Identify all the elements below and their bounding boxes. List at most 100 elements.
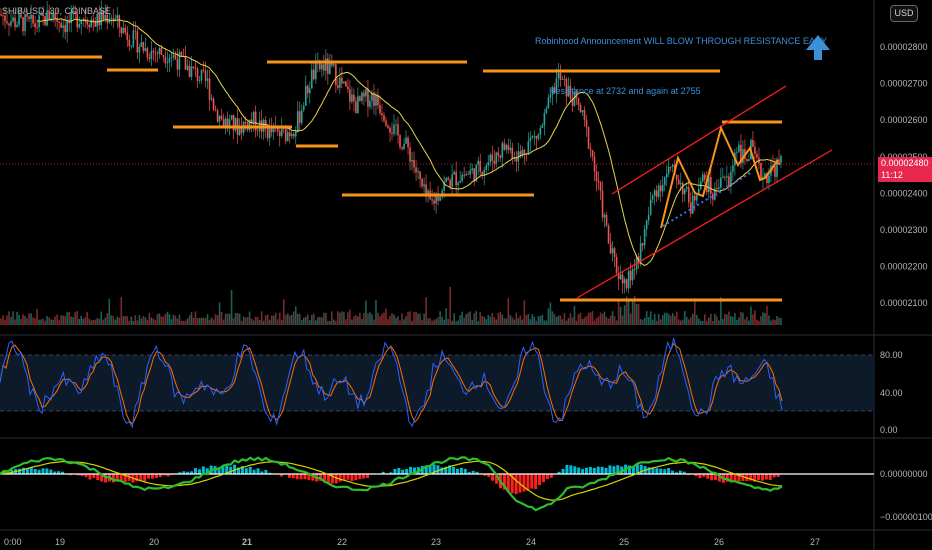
macd-hist-bar bbox=[448, 465, 452, 474]
volume-bar bbox=[232, 318, 235, 325]
candle-body bbox=[754, 146, 756, 154]
macd-hist-bar bbox=[581, 469, 585, 474]
volume-bar bbox=[6, 315, 8, 325]
candle-body bbox=[683, 188, 686, 195]
volume-bar bbox=[736, 320, 738, 325]
volume-bar bbox=[154, 319, 157, 325]
volume-bar bbox=[469, 311, 472, 325]
candle-body bbox=[499, 155, 502, 158]
macd-line bbox=[0, 456, 783, 512]
candle-body bbox=[695, 195, 698, 201]
macd-hist-bar bbox=[338, 474, 342, 482]
macd-hist-bar bbox=[362, 474, 366, 479]
macd-hist-bar bbox=[671, 470, 675, 474]
volume-bar bbox=[645, 311, 648, 325]
volume-bar bbox=[571, 317, 574, 325]
candle-body bbox=[50, 18, 52, 20]
candle-body bbox=[208, 78, 211, 100]
candle-body bbox=[170, 56, 173, 59]
volume-bar bbox=[581, 318, 584, 325]
volume-bar bbox=[373, 319, 375, 325]
volume-bar bbox=[246, 317, 249, 325]
volume-bar bbox=[292, 311, 295, 325]
candle-body bbox=[80, 19, 83, 24]
price-axis[interactable]: 0.00002800 0.00002700 0.00002600 0.00002500… bbox=[880, 42, 928, 308]
volume-bar bbox=[503, 318, 506, 325]
candle-body bbox=[549, 94, 552, 98]
candle-body bbox=[222, 118, 225, 126]
candle-body bbox=[679, 182, 682, 185]
bar-countdown: 11:12 bbox=[881, 170, 903, 180]
candle-body bbox=[533, 135, 536, 137]
candle-body bbox=[661, 184, 664, 192]
candle-body bbox=[647, 214, 650, 221]
volume-bar bbox=[453, 313, 455, 325]
volume-bar bbox=[234, 313, 237, 325]
candle-body bbox=[106, 14, 109, 23]
volume-bar bbox=[84, 317, 87, 325]
volume-bar bbox=[60, 314, 62, 325]
volume-bar bbox=[579, 312, 582, 325]
candle-body bbox=[577, 98, 580, 105]
macd-hist-bar bbox=[620, 466, 624, 474]
volume-bar bbox=[16, 311, 18, 325]
macd-hist-bar bbox=[80, 474, 84, 477]
candle-body bbox=[178, 52, 181, 70]
macd-hist-bar bbox=[678, 470, 682, 474]
channel-upper-line bbox=[611, 85, 787, 195]
candle-body bbox=[716, 188, 718, 190]
candle-body bbox=[708, 177, 710, 193]
candle-body bbox=[547, 97, 550, 109]
macd-hist-bar bbox=[452, 466, 456, 474]
candle-body bbox=[621, 274, 624, 284]
candle-body bbox=[4, 15, 6, 22]
macd-hist-bar bbox=[280, 474, 284, 477]
volume-bar bbox=[36, 308, 38, 325]
macd-hist-bar bbox=[182, 471, 186, 474]
volume-bar bbox=[417, 313, 419, 325]
candle-body bbox=[541, 125, 544, 128]
candle-body bbox=[756, 153, 758, 158]
volume-bar bbox=[150, 317, 153, 325]
volume-bar bbox=[397, 316, 399, 325]
candle-body bbox=[493, 160, 496, 164]
volume-bar bbox=[655, 320, 658, 325]
candle-body bbox=[681, 182, 684, 195]
candle-body bbox=[18, 14, 20, 25]
volume-bar bbox=[427, 318, 429, 325]
candle-body bbox=[110, 18, 113, 20]
macd-hist-bar bbox=[725, 474, 729, 482]
volume-bar bbox=[599, 312, 602, 325]
candle-body bbox=[774, 166, 776, 177]
candle-body bbox=[298, 111, 301, 123]
candle-body bbox=[473, 168, 476, 182]
macd-hist-bar bbox=[526, 474, 530, 491]
candle-body bbox=[96, 13, 99, 27]
volume-bar bbox=[439, 311, 441, 325]
candle-body bbox=[467, 173, 469, 175]
candle-body bbox=[728, 176, 730, 186]
candle-body bbox=[503, 143, 506, 150]
channel-lower-line bbox=[576, 149, 833, 299]
candle-body bbox=[710, 177, 712, 194]
candle-body bbox=[445, 177, 447, 183]
volume-bar bbox=[451, 320, 453, 325]
candle-body bbox=[381, 113, 383, 116]
volume-bar bbox=[573, 306, 576, 325]
candle-body bbox=[76, 13, 78, 28]
time-axis[interactable]: 0:00 19 20 21 22 23 24 25 26 27 bbox=[4, 537, 820, 547]
currency-button[interactable]: USD bbox=[890, 5, 918, 22]
candle-body bbox=[505, 144, 508, 150]
volume-bar bbox=[481, 315, 484, 325]
candle-body bbox=[397, 124, 399, 136]
volume-bar bbox=[156, 314, 159, 325]
candle-body bbox=[704, 174, 706, 180]
volume-bar bbox=[341, 311, 343, 325]
candle-body bbox=[212, 98, 215, 110]
candle-body bbox=[335, 64, 337, 86]
volume-bar bbox=[593, 320, 596, 325]
macd-hist-bar bbox=[541, 474, 545, 483]
candle-body bbox=[313, 69, 315, 80]
volume-bar bbox=[455, 320, 457, 325]
candle-body bbox=[693, 195, 696, 201]
